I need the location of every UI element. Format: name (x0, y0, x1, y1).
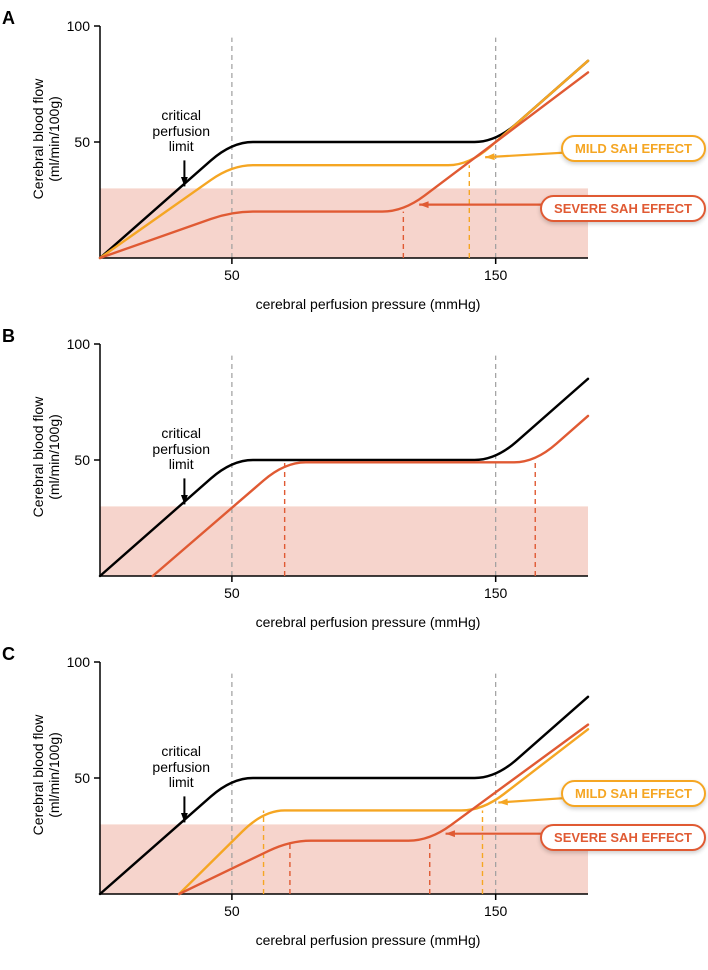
y-axis-label: Cerebral blood flow(ml/min/100g) (30, 39, 62, 239)
panel-a: A 50 150 50 100 Cerebral blood flow(ml/min/10… (0, 8, 708, 298)
x-tick-label: 50 (224, 585, 240, 601)
critical-perfusion-label: criticalperfusionlimit (152, 426, 210, 472)
critical-zone (100, 188, 588, 258)
critical-zone (100, 824, 588, 894)
x-axis-label: cerebral perfusion pressure (mmHg) (28, 296, 708, 312)
y-tick-label: 50 (74, 770, 90, 786)
y-tick-label: 100 (67, 336, 91, 352)
x-tick-label: 150 (484, 903, 508, 919)
panel-label: B (2, 326, 15, 347)
plot-svg: 50 150 50 100 (28, 326, 708, 616)
x-tick-label: 150 (484, 585, 508, 601)
y-tick-label: 50 (74, 452, 90, 468)
x-tick-label: 150 (484, 267, 508, 283)
y-tick-label: 100 (67, 18, 91, 34)
x-axis-label: cerebral perfusion pressure (mmHg) (28, 614, 708, 630)
critical-zone (100, 506, 588, 576)
mild-sah-badge: MILD SAH EFFECT (561, 135, 706, 162)
panel-c: C 50 150 50 100 Cerebral blood flow(ml/min/10… (0, 644, 708, 934)
critical-perfusion-label: criticalperfusionlimit (152, 108, 210, 154)
severe-sah-badge: SEVERE SAH EFFECT (540, 195, 706, 222)
panel-b: B 50 150 50 100 Cerebral blood flow(ml/min/10… (0, 326, 708, 616)
panel-label: C (2, 644, 15, 665)
critical-perfusion-label: criticalperfusionlimit (152, 744, 210, 790)
x-axis-label: cerebral perfusion pressure (mmHg) (28, 932, 708, 948)
y-axis-label: Cerebral blood flow(ml/min/100g) (30, 675, 62, 875)
x-tick-label: 50 (224, 267, 240, 283)
x-tick-label: 50 (224, 903, 240, 919)
mild-sah-badge: MILD SAH EFFECT (561, 780, 706, 807)
y-tick-label: 50 (74, 134, 90, 150)
panel-label: A (2, 8, 15, 29)
severe-sah-badge: SEVERE SAH EFFECT (540, 824, 706, 851)
y-tick-label: 100 (67, 654, 91, 670)
y-axis-label: Cerebral blood flow(ml/min/100g) (30, 357, 62, 557)
